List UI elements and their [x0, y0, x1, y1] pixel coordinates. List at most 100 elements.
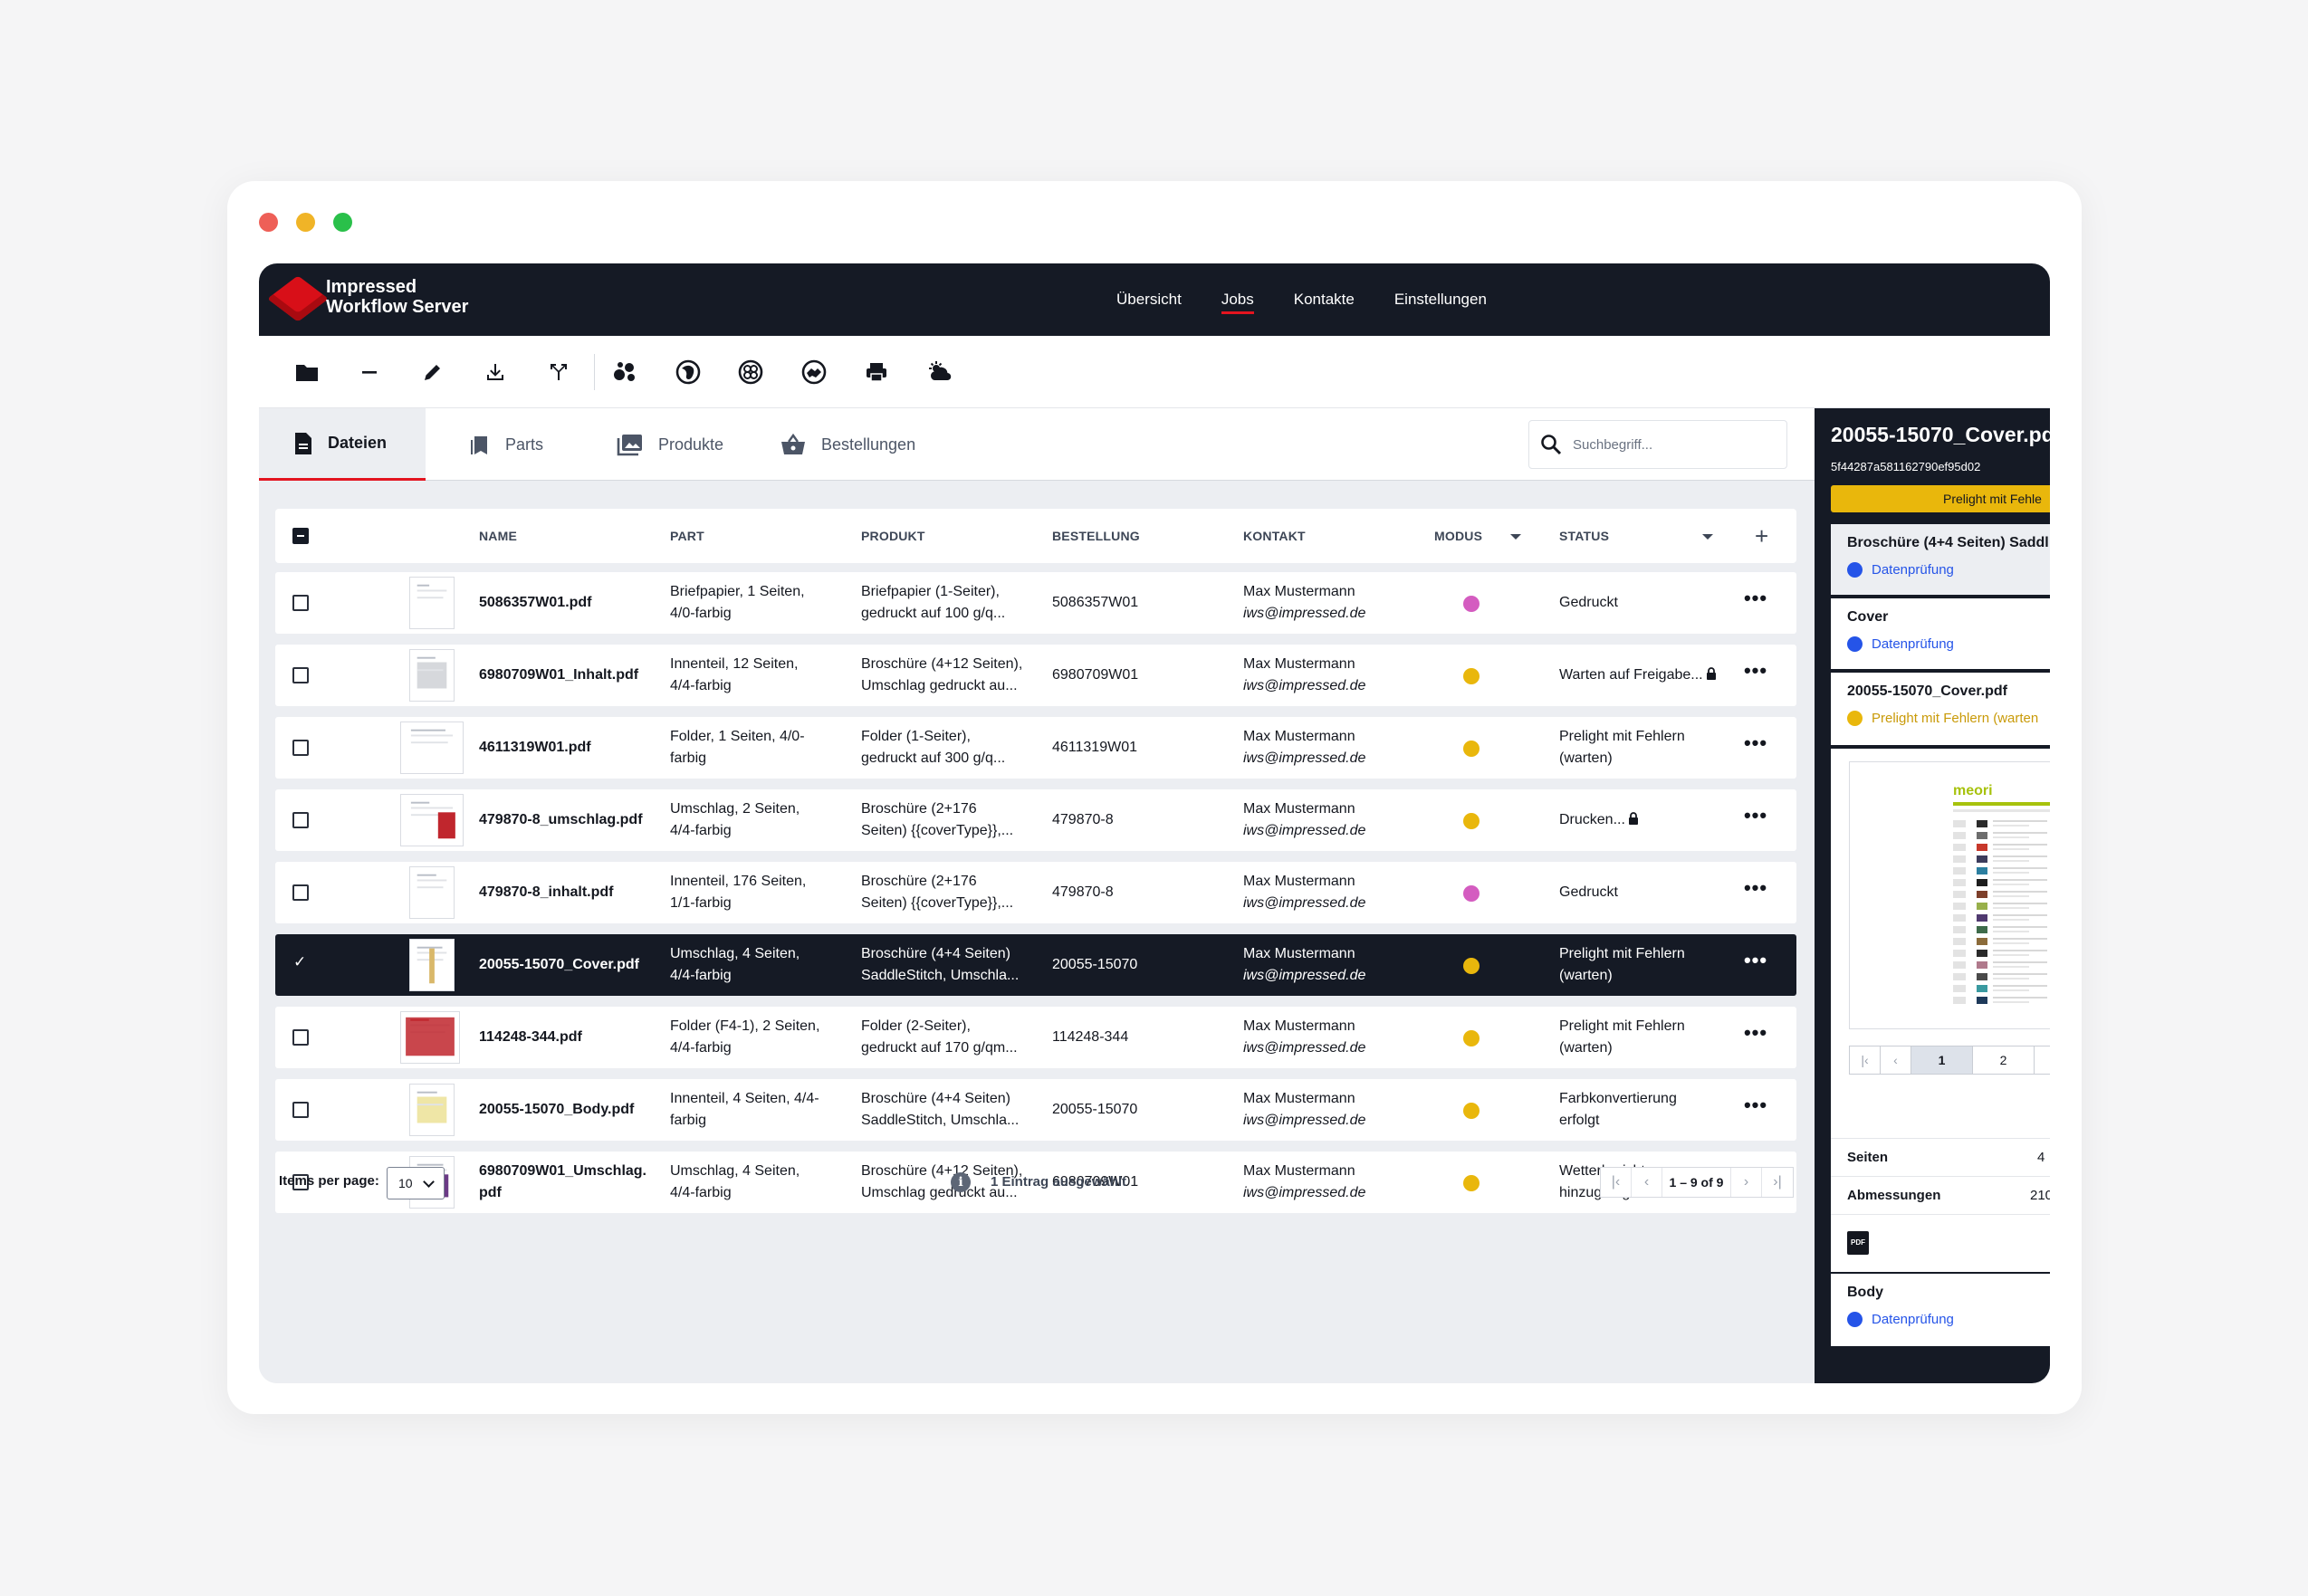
table-row[interactable]: 6980709W01_Umschlag. pdf Umschlag, 4 Sei… [275, 1152, 1796, 1213]
column-header-part[interactable]: PART [670, 529, 704, 543]
table-row[interactable]: 479870-8_umschlag.pdf Umschlag, 2 Seiten… [275, 789, 1796, 851]
window-close-button[interactable] [259, 213, 278, 232]
hands-icon[interactable] [798, 356, 830, 388]
column-header-modus[interactable]: MODUS [1434, 529, 1483, 543]
row-checkbox[interactable] [292, 667, 309, 683]
row-checkbox[interactable] [292, 740, 309, 756]
card-status-label: Datenprüfung [1872, 636, 1954, 652]
nav-item-jobs[interactable]: Jobs [1202, 263, 1274, 336]
file-name[interactable]: 479870-8_inhalt.pdf [479, 862, 660, 923]
row-menu-icon[interactable]: ••• [1743, 876, 1768, 899]
nav-item-einstellungen[interactable]: Einstellungen [1393, 291, 1487, 308]
last-page-button[interactable]: ›| [1773, 1174, 1782, 1190]
items-per-page-select[interactable]: 10 [387, 1167, 445, 1199]
row-checkbox[interactable] [292, 1174, 309, 1190]
table-row[interactable]: 6980709W01_Inhalt.pdf Innenteil, 12 Seit… [275, 645, 1796, 706]
preview-first-button[interactable]: |‹ [1850, 1046, 1881, 1074]
prev-page-button[interactable]: ‹ [1632, 1168, 1662, 1197]
status-filter-caret[interactable] [1702, 509, 1713, 563]
row-menu-icon[interactable]: ••• [1743, 804, 1768, 827]
add-column-button[interactable]: + [1755, 522, 1769, 550]
window-minimize-button[interactable] [296, 213, 315, 232]
cmyk-icon[interactable] [734, 356, 767, 388]
search-input[interactable] [1573, 436, 1772, 453]
file-name[interactable]: 20055-15070_Cover.pdf [479, 934, 660, 996]
row-checkbox[interactable] [292, 1102, 309, 1118]
table-row[interactable]: 4611319W01.pdf Folder, 1 Seiten, 4/0- fa… [275, 717, 1796, 779]
row-menu-icon[interactable]: ••• [1743, 1021, 1768, 1044]
pdf-icon[interactable]: PDF [1847, 1231, 1869, 1255]
preview-page-next[interactable] [2035, 1046, 2050, 1074]
contact-email: iws@impressed.de [1243, 968, 1366, 983]
row-checkbox[interactable] [292, 595, 309, 611]
file-name[interactable]: 4611319W01.pdf [479, 717, 660, 779]
table-row[interactable]: 479870-8_inhalt.pdf Innenteil, 176 Seite… [275, 862, 1796, 923]
status-cell: Farbkonvertierung erfolgt [1559, 1079, 1731, 1141]
status-line-2: (warten) [1559, 968, 1613, 983]
pencil-icon[interactable] [417, 356, 449, 388]
globe-icon[interactable] [672, 356, 704, 388]
minus-icon[interactable] [353, 356, 386, 388]
first-page-button[interactable]: |‹ [1601, 1168, 1632, 1197]
row-menu-icon[interactable]: ••• [1743, 731, 1768, 754]
status-dot [1847, 562, 1863, 578]
preview-page-image[interactable]: meori [1849, 761, 2050, 1029]
file-name[interactable]: 6980709W01_Inhalt.pdf [479, 645, 660, 706]
row-menu-icon[interactable]: ••• [1743, 1094, 1768, 1116]
file-name[interactable]: 479870-8_umschlag.pdf [479, 789, 660, 851]
tab-dateien[interactable]: Dateien [259, 408, 426, 481]
row-checkbox[interactable] [292, 1029, 309, 1046]
detail-card-product[interactable]: Broschüre (4+4 Seiten) Saddl Datenprüfun… [1831, 524, 2050, 595]
nav-item-uebersicht[interactable]: Übersicht [1116, 291, 1182, 308]
part-line-2: 4/4-farbig [670, 1185, 732, 1200]
tab-produkte[interactable]: Produkte [617, 408, 723, 481]
detail-card-file[interactable]: 20055-15070_Cover.pdf Prelight mit Fehle… [1831, 673, 2050, 745]
file-name-text: 5086357W01.pdf [479, 595, 592, 610]
tab-parts[interactable]: Parts [467, 408, 543, 481]
row-checkbox[interactable] [292, 812, 309, 828]
weather-icon[interactable] [924, 356, 956, 388]
next-page-button[interactable]: › [1731, 1168, 1762, 1197]
folder-icon[interactable] [291, 356, 323, 388]
nav-item-kontakte[interactable]: Kontakte [1293, 291, 1355, 308]
tab-bestellungen[interactable]: Bestellungen [780, 408, 915, 481]
file-name[interactable]: 20055-15070_Body.pdf [479, 1079, 660, 1141]
printer-icon[interactable] [860, 356, 893, 388]
row-menu-icon[interactable]: ••• [1743, 949, 1768, 971]
row-menu-icon[interactable]: ••• [1743, 659, 1768, 682]
product-cell: Broschüre (4+4 Seiten) SaddleStitch, Ums… [861, 934, 1042, 996]
file-name[interactable]: 5086357W01.pdf [479, 572, 660, 634]
window-maximize-button[interactable] [333, 213, 352, 232]
column-header-name[interactable]: NAME [479, 529, 518, 543]
status-cell: Warten auf Freigabe... [1559, 645, 1731, 706]
select-all-checkbox[interactable] [292, 528, 309, 544]
column-header-kontakt[interactable]: KONTAKT [1243, 529, 1306, 543]
row-checkbox[interactable] [292, 884, 309, 901]
part-cell: Innenteil, 4 Seiten, 4/4- farbig [670, 1079, 851, 1141]
table-row[interactable]: 20055-15070_Body.pdf Innenteil, 4 Seiten… [275, 1079, 1796, 1141]
row-checkbox[interactable] [292, 953, 309, 973]
column-header-produkt[interactable]: PRODUKT [861, 529, 925, 543]
table-row[interactable]: 5086357W01.pdf Briefpapier, 1 Seiten, 4/… [275, 572, 1796, 634]
status-text: Drucken... [1559, 812, 1625, 827]
row-menu-icon[interactable]: ••• [1743, 587, 1768, 609]
detail-card-part[interactable]: Cover Datenprüfung [1831, 598, 2050, 669]
branch-icon[interactable] [542, 356, 575, 388]
molecule-icon[interactable] [608, 356, 641, 388]
modus-filter-caret[interactable] [1510, 509, 1521, 563]
preview-prev-button[interactable]: ‹ [1881, 1046, 1911, 1074]
file-name[interactable]: 6980709W01_Umschlag. pdf [479, 1152, 660, 1213]
status-dot [1847, 636, 1863, 652]
order-number: 114248-344 [1052, 1029, 1129, 1045]
preview-page-2[interactable]: 2 [1973, 1046, 2035, 1074]
order-cell: 20055-15070 [1052, 1079, 1233, 1141]
detail-card-body[interactable]: Body Datenprüfung [1831, 1274, 2050, 1346]
column-header-bestellung[interactable]: BESTELLUNG [1052, 529, 1140, 543]
column-header-status[interactable]: STATUS [1559, 529, 1610, 543]
preview-page-1[interactable]: 1 [1911, 1046, 1973, 1074]
file-name[interactable]: 114248-344.pdf [479, 1007, 660, 1068]
table-row[interactable]: 20055-15070_Cover.pdf Umschlag, 4 Seiten… [275, 934, 1796, 996]
table-row[interactable]: 114248-344.pdf Folder (F4-1), 2 Seiten, … [275, 1007, 1796, 1068]
product-line-2: gedruckt auf 170 g/qm... [861, 1040, 1018, 1056]
download-icon[interactable] [479, 356, 512, 388]
